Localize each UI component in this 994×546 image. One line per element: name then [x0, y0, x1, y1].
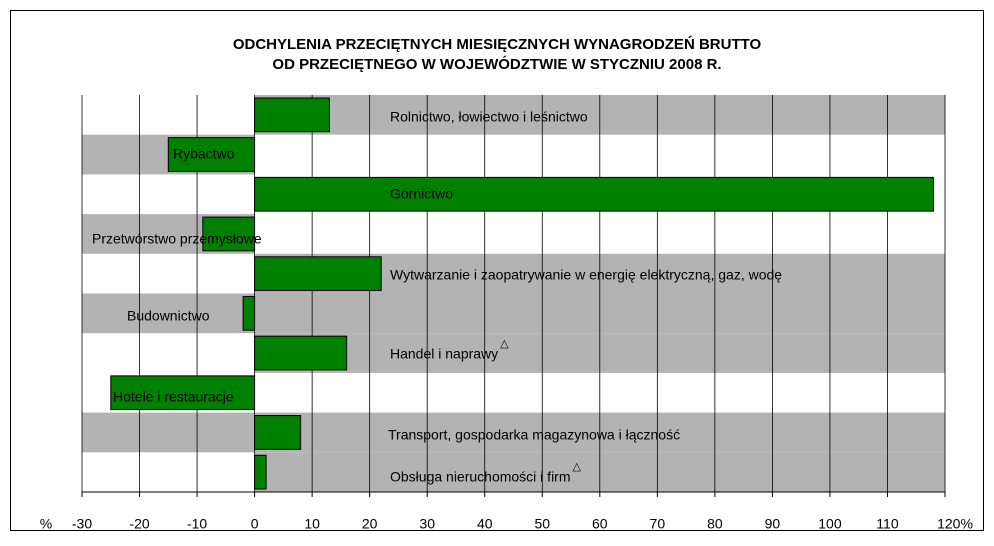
category-note: △ [573, 461, 582, 473]
category-label: Obsługa nieruchomości i firm [390, 469, 571, 485]
bar [254, 454, 267, 490]
bar [167, 137, 256, 172]
x-tick-label: 30 [419, 516, 435, 532]
bar [254, 256, 382, 292]
x-tick-label: 70 [650, 516, 666, 532]
chart-title: OD PRZECIĘTNEGO W WOJEWÓDZTWIE W STYCZNI… [272, 55, 721, 73]
x-tick-label: 10 [304, 516, 320, 532]
x-tick-label: 0 [251, 516, 259, 532]
bar [110, 375, 256, 411]
x-tick-label: 110 [876, 516, 899, 532]
category-label: Przetwórstwo przemysłowe [92, 231, 262, 247]
chart-title: ODCHYLENIA PRZECIĘTNYCH MIESIĘCZNYCH WYN… [233, 36, 762, 53]
category-label: Hotele i restauracje [113, 389, 234, 405]
category-note: △ [500, 338, 509, 350]
bar [254, 335, 348, 371]
bar [202, 216, 256, 252]
category-label: Górnictwo [390, 186, 453, 202]
x-tick-label: 20 [362, 516, 378, 532]
x-tick-label: -30 [72, 516, 92, 532]
x-tick-label: 90 [765, 516, 781, 532]
x-tick-label: 100 [818, 516, 842, 532]
x-tick-label: 40 [477, 516, 493, 532]
x-tick-label: 60 [592, 516, 608, 532]
x-unit: % [40, 516, 52, 532]
band [82, 293, 945, 334]
category-label: Rybactwo [173, 146, 235, 162]
x-tick-label: -10 [187, 516, 207, 532]
bar [254, 176, 934, 212]
x-tick-label: 120% [937, 516, 973, 532]
x-tick-label: 50 [534, 516, 550, 532]
category-label: Rolnictwo, łowiectwo i leśnictwo [390, 109, 588, 125]
category-label: Transport, gospodarka magazynowa i łączn… [388, 427, 680, 443]
bar [254, 415, 302, 450]
bar [254, 97, 330, 133]
x-tick-label: -20 [129, 516, 149, 532]
band [82, 412, 945, 453]
category-label: Handel i naprawy [390, 346, 498, 362]
bar [242, 295, 256, 331]
category-label: Wytwarzanie i zaopatrywanie w energię el… [390, 267, 782, 283]
x-tick-label: 80 [707, 516, 723, 532]
category-label: Budownictwo [127, 308, 210, 324]
